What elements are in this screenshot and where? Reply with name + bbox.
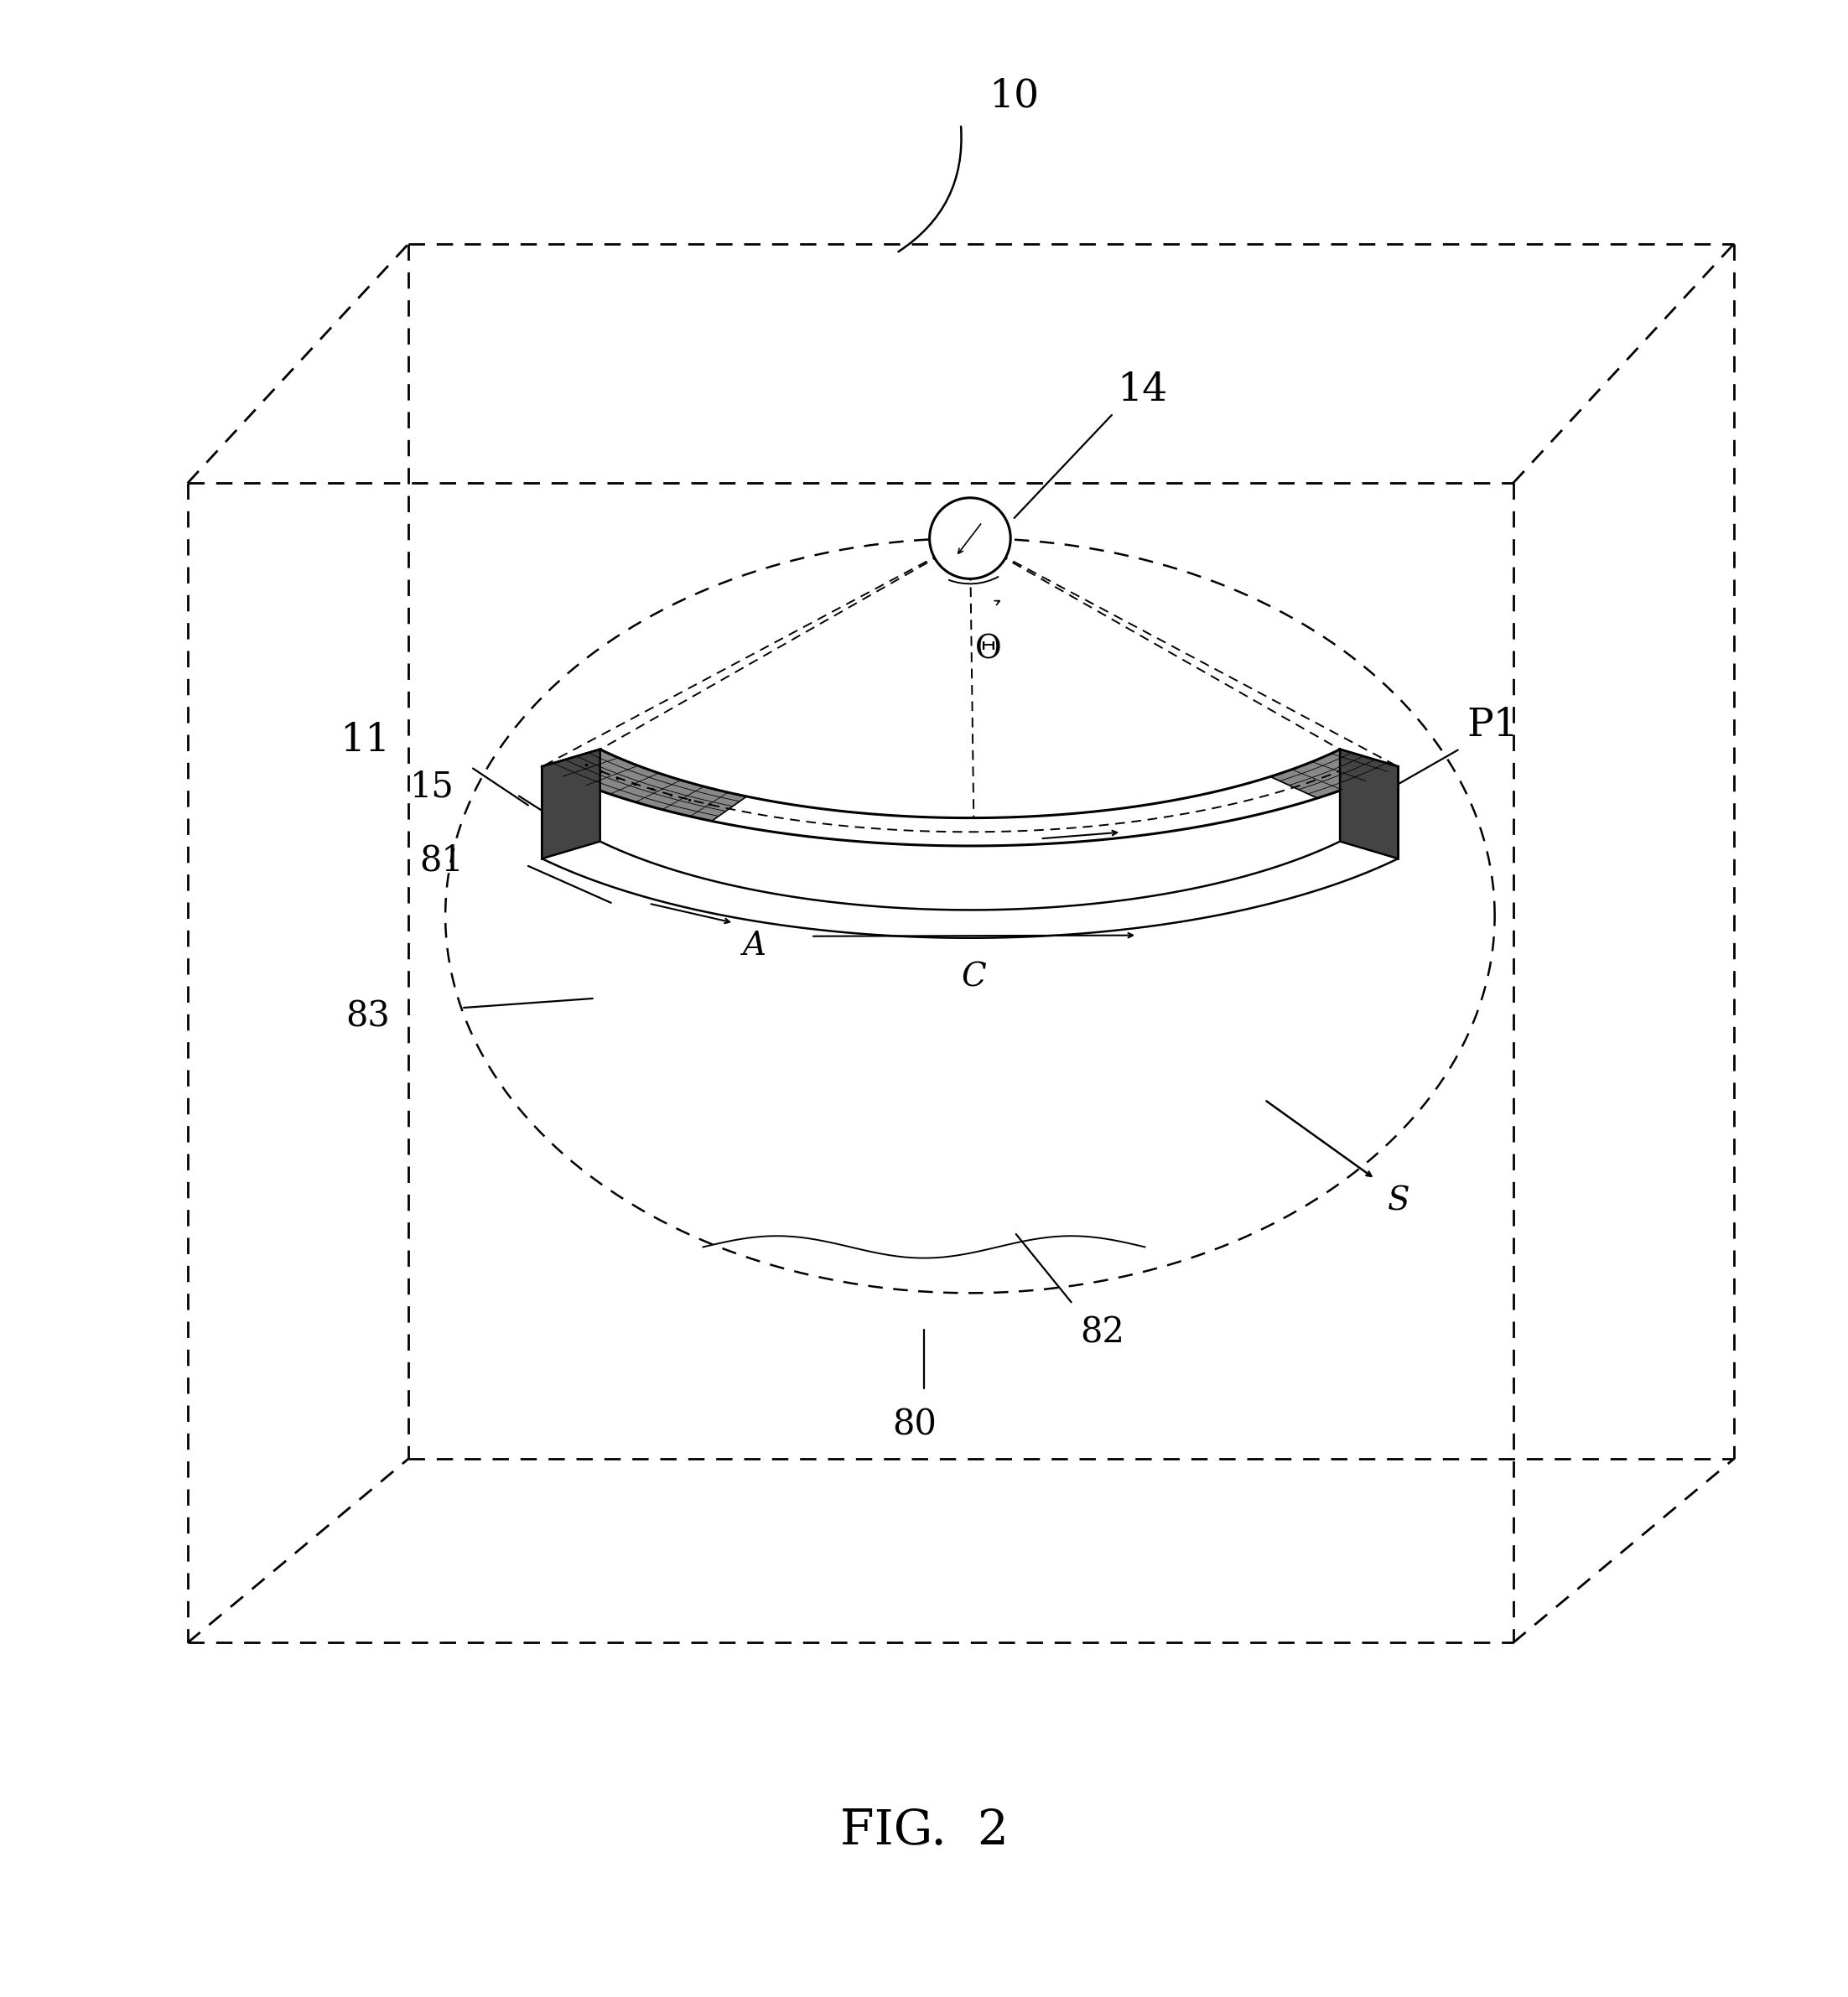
Polygon shape [541, 749, 747, 821]
Text: P1: P1 [1467, 707, 1519, 745]
Text: S: S [1388, 1186, 1410, 1218]
Polygon shape [1270, 749, 1397, 799]
Text: C: C [961, 963, 987, 993]
Text: A: A [1137, 823, 1159, 853]
Text: 80: 80 [893, 1408, 937, 1442]
Text: 83: 83 [346, 998, 390, 1034]
Text: 15: 15 [410, 769, 455, 805]
Text: 10: 10 [989, 78, 1039, 116]
Text: FIG.  2: FIG. 2 [839, 1807, 1009, 1855]
Text: 81: 81 [419, 843, 464, 879]
Polygon shape [1340, 749, 1397, 859]
Text: 11: 11 [340, 721, 390, 759]
Polygon shape [541, 749, 601, 859]
Text: 82: 82 [1081, 1316, 1125, 1350]
Polygon shape [541, 749, 1397, 847]
Text: Θ: Θ [976, 633, 1002, 665]
Text: 14: 14 [1118, 371, 1168, 409]
Text: A: A [743, 931, 767, 961]
Circle shape [930, 497, 1011, 579]
Polygon shape [541, 767, 1397, 939]
